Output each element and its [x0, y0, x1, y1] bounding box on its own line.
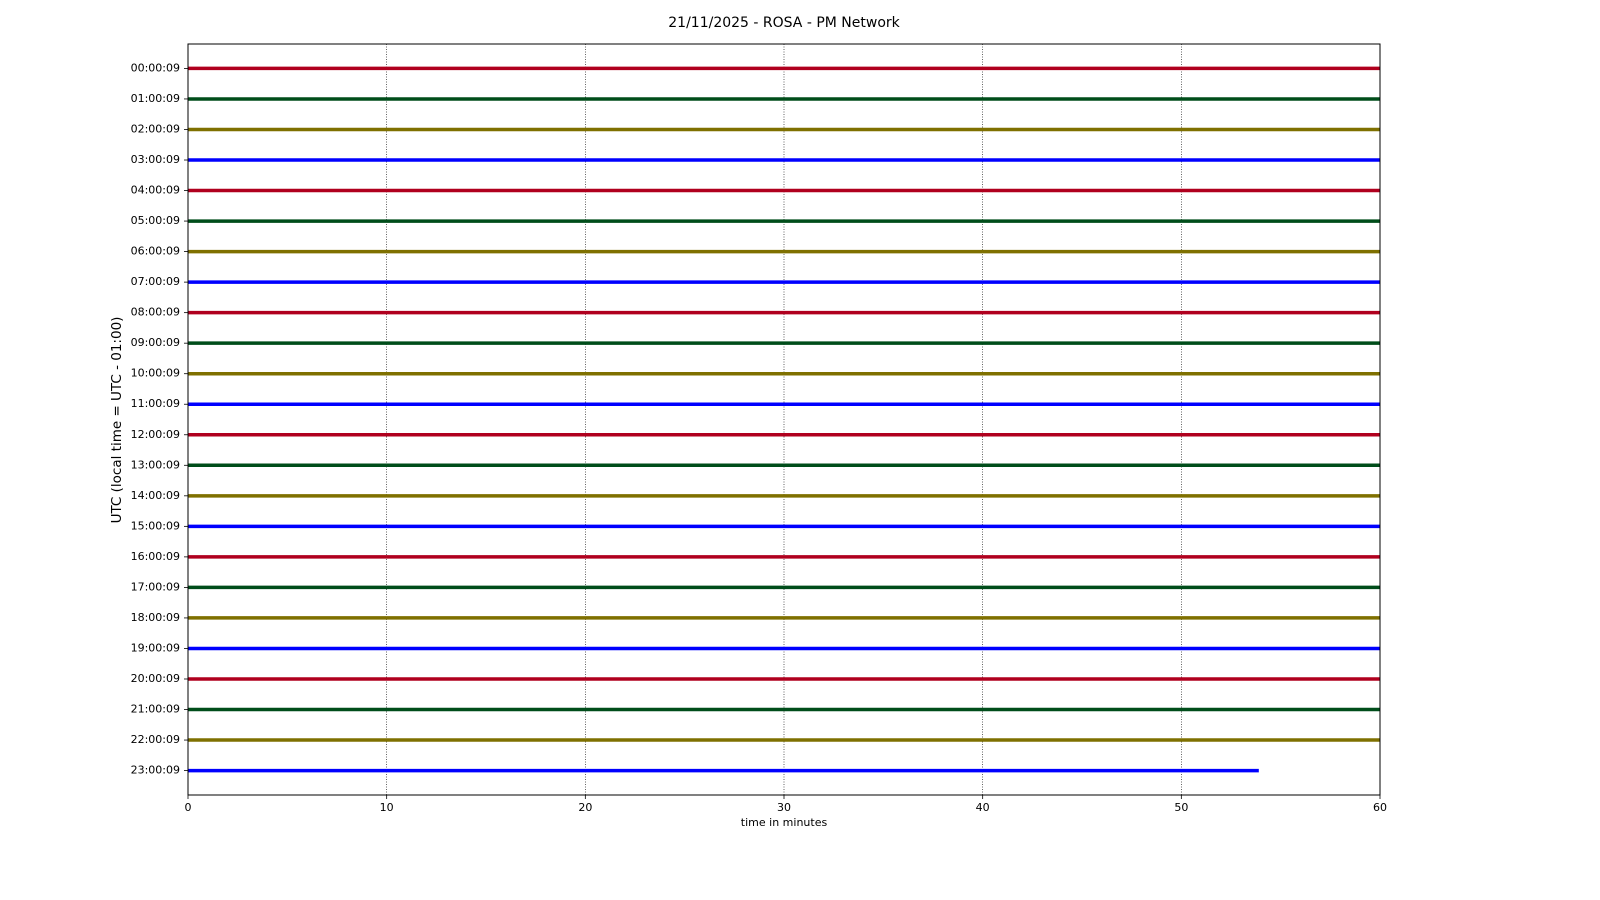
y-tick-label: 16:00:09 — [131, 550, 180, 563]
y-tick-label: 15:00:09 — [131, 519, 180, 532]
y-tick-label: 23:00:09 — [131, 764, 180, 777]
y-tick-label: 12:00:09 — [131, 428, 180, 441]
x-tick-label: 60 — [1373, 801, 1387, 814]
y-tick-label: 21:00:09 — [131, 703, 180, 716]
plot-frame — [187, 43, 1381, 796]
y-tick-label: 13:00:09 — [131, 458, 180, 471]
y-tick-label: 01:00:09 — [131, 92, 180, 105]
y-tick-label: 22:00:09 — [131, 733, 180, 746]
y-tick-label: 03:00:09 — [131, 153, 180, 166]
y-tick-label: 06:00:09 — [131, 245, 180, 258]
y-tick-label: 18:00:09 — [131, 611, 180, 624]
y-tick-label: 08:00:09 — [131, 306, 180, 319]
x-tick-label: 50 — [1174, 801, 1188, 814]
y-axis-label: UTC (local time = UTC - 01:00) — [109, 317, 125, 524]
y-tick-label: 11:00:09 — [131, 397, 180, 410]
x-axis-label: time in minutes — [741, 816, 828, 829]
y-tick-label: 04:00:09 — [131, 184, 180, 197]
y-tick-label: 10:00:09 — [131, 367, 180, 380]
y-tick-label: 14:00:09 — [131, 489, 180, 502]
y-tick-label: 17:00:09 — [131, 580, 180, 593]
y-tick-label: 02:00:09 — [131, 122, 180, 135]
chart-title: 21/11/2025 - ROSA - PM Network — [668, 15, 900, 31]
y-tick-label: 19:00:09 — [131, 641, 180, 654]
x-tick-label: 0 — [185, 801, 192, 814]
y-tick-label: 07:00:09 — [131, 275, 180, 288]
x-tick-label: 10 — [380, 801, 394, 814]
x-tick-label: 30 — [777, 801, 791, 814]
y-tick-label: 00:00:09 — [131, 61, 180, 74]
y-tick-label: 09:00:09 — [131, 336, 180, 349]
x-tick-label: 20 — [578, 801, 592, 814]
y-tick-label: 05:00:09 — [131, 214, 180, 227]
x-tick-label: 40 — [976, 801, 990, 814]
y-tick-label: 20:00:09 — [131, 672, 180, 685]
